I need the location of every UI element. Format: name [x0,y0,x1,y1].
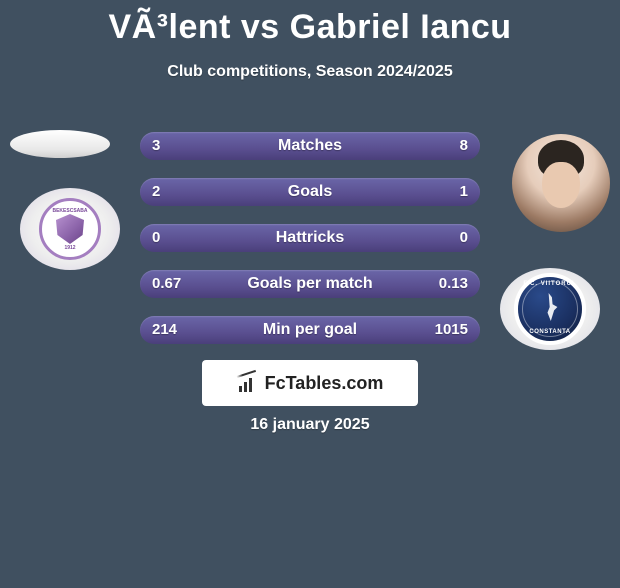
page-subtitle: Club competitions, Season 2024/2025 [0,63,620,81]
stat-right-value: 1015 [435,316,468,344]
stat-row: 214 Min per goal 1015 [140,316,480,344]
stats-area: 3 Matches 8 2 Goals 1 0 Hattricks 0 0.67… [140,132,480,362]
stat-row: 0 Hattricks 0 [140,224,480,252]
date-line: 16 january 2025 [0,416,620,434]
club-left-crest: BEKESCSABA 1912 [20,188,120,270]
stat-right-value: 0.13 [439,270,468,298]
club-left-crest-inner: BEKESCSABA 1912 [39,198,101,260]
stat-row: 2 Goals 1 [140,178,480,206]
club-right-crest-inner: F.C. VIITORUL CONSTANTA [514,273,586,345]
shield-icon [56,214,84,244]
club-right-crest: F.C. VIITORUL CONSTANTA [500,268,600,350]
club-right-text-top: F.C. VIITORUL [518,281,582,287]
footer-brand-text: FcTables.com [265,373,384,394]
club-left-line1: BEKESCSABA [52,209,87,214]
page-title: VÃ³lent vs Gabriel Iancu [0,8,620,47]
player-right-avatar [512,134,610,232]
bars-icon [237,374,259,392]
stat-label: Min per goal [140,316,480,344]
stat-right-value: 1 [460,178,468,206]
club-left-year: 1912 [64,246,75,251]
stat-label: Matches [140,132,480,160]
stat-right-value: 0 [460,224,468,252]
club-right-text-bot: CONSTANTA [518,329,582,335]
stat-right-value: 8 [460,132,468,160]
stat-row: 0.67 Goals per match 0.13 [140,270,480,298]
stat-label: Goals per match [140,270,480,298]
stat-label: Goals [140,178,480,206]
player-left-avatar [10,130,110,158]
stat-label: Hattricks [140,224,480,252]
stat-row: 3 Matches 8 [140,132,480,160]
footer-brand-box: FcTables.com [202,360,418,406]
